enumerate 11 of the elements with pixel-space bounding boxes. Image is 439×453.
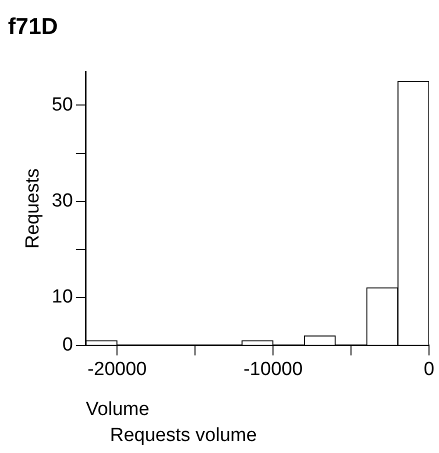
chart-title: f71D xyxy=(8,13,58,40)
y-tick-label: 30 xyxy=(52,190,73,212)
x-tick-label: 0 xyxy=(424,359,434,380)
x-axis-title: Volume xyxy=(86,398,150,420)
y-tick-label: 0 xyxy=(62,334,73,356)
y-tick-label: 50 xyxy=(52,94,73,116)
y-axis-title: Requests xyxy=(22,168,44,249)
text: Requests volume xyxy=(110,425,257,447)
y-tick-label: 10 xyxy=(52,286,73,308)
x-tick-label: -10000 xyxy=(243,359,303,380)
x-tick-label: -20000 xyxy=(88,359,147,380)
